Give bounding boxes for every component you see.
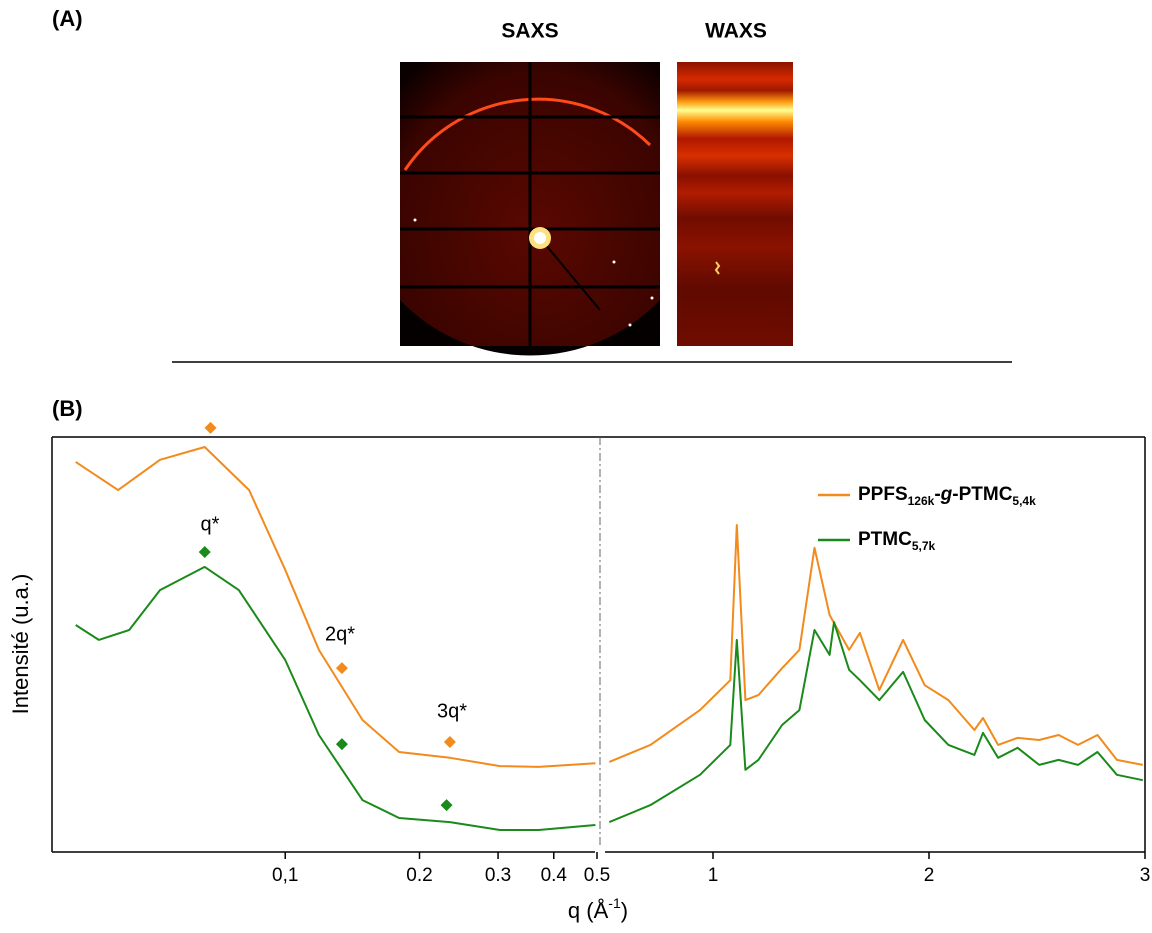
peak-marker: [443, 736, 456, 749]
peak-marker: [440, 799, 453, 812]
x-tick-label: 3: [1140, 865, 1151, 886]
y-axis-label: Intensité (u.a.): [8, 574, 33, 715]
plot-frame: [51, 436, 1146, 859]
peak-annotation: q*: [201, 513, 220, 535]
x-axis-label-part: -1: [608, 895, 621, 911]
image-title: SAXS: [501, 20, 558, 43]
legend-label-part: PPFS: [858, 484, 908, 505]
panel-label: (B): [52, 396, 83, 421]
x-axis-label: q (Å-1): [568, 895, 628, 923]
x-axis-label-part: ): [621, 898, 628, 923]
peak-marker: [198, 545, 211, 558]
x-tick-label: 0.4: [541, 865, 568, 886]
peak-marker: [335, 738, 348, 751]
peak-annotation: 3q*: [437, 700, 467, 722]
x-tick-label: 0.2: [406, 865, 432, 886]
legend-label-part: PTMC: [858, 529, 912, 550]
x-tick-label: 2: [924, 865, 935, 886]
legend-label-part: -: [934, 484, 940, 505]
series-line: [75, 565, 596, 831]
legend-label: PPFS126k-g-PTMC5,4k: [858, 484, 1036, 508]
series-line: [608, 621, 1144, 824]
x-tick-label: 0,1: [272, 865, 298, 886]
legend-label-part: 5,7k: [912, 539, 936, 553]
saxs-image: [400, 62, 660, 356]
waxs-image: [677, 62, 793, 346]
x-axis-label-part: q (Å: [568, 898, 609, 923]
series-line: [75, 446, 596, 768]
legend-label-part: g: [940, 484, 953, 505]
panel-label: (A): [52, 6, 83, 31]
peak-marker: [335, 662, 348, 675]
image-title: WAXS: [705, 20, 767, 43]
legend-label-part: -PTMC: [952, 484, 1012, 505]
legend-label: PTMC5,7k: [858, 529, 936, 553]
legend-label-part: 126k: [908, 494, 935, 508]
x-tick-label: 0.5: [584, 865, 610, 886]
peak-marker: [204, 421, 217, 434]
series-line: [608, 524, 1143, 766]
x-tick-label: 0.3: [485, 865, 511, 886]
x-tick-label: 1: [708, 865, 719, 886]
peak-annotation: 2q*: [325, 623, 355, 645]
legend-label-part: 5,4k: [1012, 494, 1036, 508]
